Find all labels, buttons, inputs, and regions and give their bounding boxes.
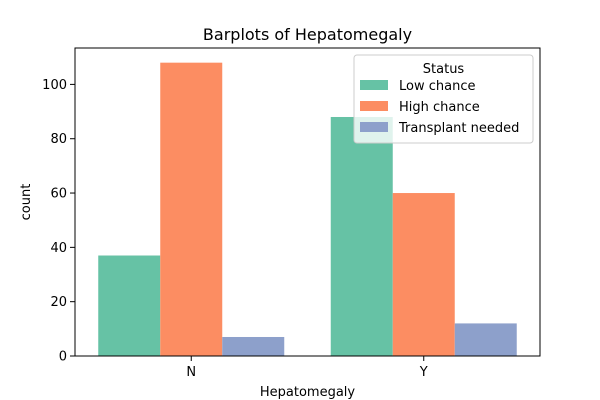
- bar-low-chance-y: [330, 116, 393, 357]
- bar-transplant-needed-n: [222, 336, 285, 356]
- legend-swatch: [360, 101, 388, 111]
- y-tick-label: 60: [50, 187, 67, 202]
- legend: Status Low chance High chance Transplant n…: [353, 54, 534, 144]
- bar-low-chance-n: [98, 255, 161, 356]
- y-axis-label: count: [19, 184, 34, 221]
- legend-items: Low chance High chance Transplant needed: [360, 79, 519, 136]
- bar-high-chance-y: [392, 193, 455, 356]
- legend-label: Transplant needed: [398, 121, 519, 136]
- bar-high-chance-n: [160, 62, 223, 357]
- plot-area-frame: [74, 47, 541, 357]
- chart-title: Barplots of Hepatomegaly: [203, 25, 412, 44]
- y-tick-label: 40: [50, 241, 67, 256]
- y-axis: 0 20 40 60 80 100: [42, 78, 75, 365]
- legend-label: High chance: [399, 100, 480, 115]
- legend-label: Low chance: [399, 79, 475, 94]
- x-tick-label: Y: [419, 365, 428, 380]
- legend-title: Status: [423, 62, 465, 77]
- legend-swatch: [360, 80, 388, 90]
- y-tick-label: 100: [42, 78, 67, 93]
- x-axis-label: Hepatomegaly: [260, 385, 356, 400]
- bars-group: [98, 62, 517, 357]
- y-tick-label: 0: [59, 350, 67, 365]
- y-tick-label: 20: [50, 295, 67, 310]
- y-tick-label: 80: [50, 132, 67, 147]
- legend-frame: [353, 54, 534, 144]
- bar-transplant-needed-y: [454, 323, 517, 356]
- x-tick-label: N: [186, 365, 196, 380]
- legend-swatch: [360, 122, 388, 132]
